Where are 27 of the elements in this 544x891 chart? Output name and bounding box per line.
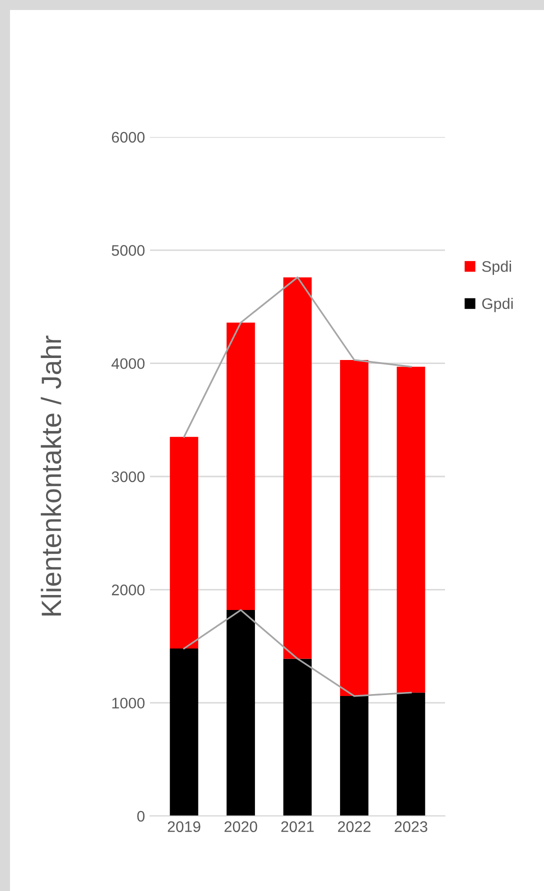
y-tick-label: 4000: [112, 358, 145, 370]
bar: [283, 277, 312, 659]
bar: [396, 366, 426, 693]
legend-label: Gpdi: [482, 298, 513, 312]
legend-label: Spdi: [482, 260, 512, 275]
y-tick-label: 2000: [112, 584, 145, 596]
bar: [226, 610, 255, 816]
bar: [283, 658, 312, 816]
x-tick-label: 2023: [394, 821, 428, 832]
x-tick-label: 2021: [281, 821, 314, 832]
y-tick-label: 5000: [112, 245, 145, 256]
bar: [226, 322, 255, 610]
x-tick-label: 2019: [168, 821, 200, 832]
bar: [170, 436, 198, 649]
y-tick-label: 0: [137, 810, 145, 822]
bar: [340, 360, 368, 696]
bar: [340, 696, 368, 816]
bar: [396, 692, 426, 816]
y-tick-label: 6000: [112, 132, 145, 143]
line-series: [183, 276, 412, 438]
y-axis-title: Klientenkontakte / Jahr: [40, 336, 62, 616]
line-series: [183, 609, 412, 697]
y-tick-label: 3000: [112, 471, 145, 482]
x-tick-label: 2022: [338, 821, 370, 832]
y-tick-label: 1000: [112, 698, 145, 709]
x-tick-label: 2020: [224, 821, 258, 832]
bar: [170, 648, 198, 816]
